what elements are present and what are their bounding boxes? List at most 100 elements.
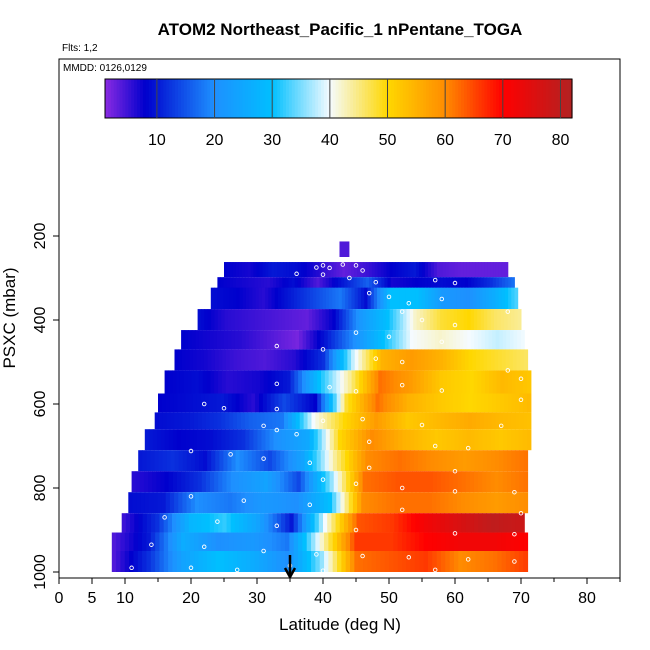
heatmap-cell <box>398 262 402 278</box>
heatmap-cell <box>482 429 488 451</box>
heatmap-cell <box>211 551 217 572</box>
heatmap-cell <box>410 393 415 413</box>
heatmap-cell <box>389 551 394 572</box>
heatmap-cell <box>244 349 249 371</box>
heatmap-cell <box>482 450 488 472</box>
heatmap-cell <box>315 532 321 551</box>
heatmap-cell <box>492 532 498 551</box>
heatmap-cell <box>385 450 391 472</box>
heatmap-cell <box>124 551 130 572</box>
heatmap-cell <box>291 277 296 297</box>
heatmap-cell <box>411 513 416 533</box>
heatmap-cell <box>493 262 497 278</box>
heatmap-cell <box>189 412 195 430</box>
heatmap-cell <box>190 450 196 472</box>
heatmap-cell <box>243 513 249 533</box>
heatmap-cell <box>430 309 434 331</box>
heatmap-cell <box>287 287 292 310</box>
heatmap-cell <box>449 330 454 350</box>
colorbar-swatch <box>180 79 185 118</box>
colorbar-swatch <box>440 79 445 118</box>
heatmap-cell <box>227 309 232 331</box>
heatmap-cell <box>507 412 512 430</box>
heatmap-cell <box>325 309 330 331</box>
heatmap-cell <box>479 349 484 371</box>
heatmap-cell <box>460 412 465 430</box>
heatmap-cell <box>389 532 394 551</box>
heatmap-cell <box>478 450 484 472</box>
heatmap-cell <box>341 450 346 472</box>
heatmap-cell <box>367 393 373 413</box>
heatmap-cell <box>438 330 443 350</box>
heatmap-cell <box>377 492 383 514</box>
heatmap-cell <box>176 513 181 533</box>
heatmap-cell <box>483 349 488 371</box>
heatmap-cell <box>376 349 381 371</box>
heatmap-cell <box>219 492 225 514</box>
heatmap-cell <box>340 492 346 514</box>
heatmap-cell <box>168 532 173 551</box>
heatmap-cell <box>200 309 205 331</box>
heatmap-cell <box>348 262 352 278</box>
heatmap-cell <box>468 393 474 413</box>
colorbar-swatch <box>504 79 509 118</box>
heatmap-cell <box>410 429 415 451</box>
sample-point <box>129 565 134 571</box>
heatmap-cell <box>460 309 465 331</box>
y-tick-label: 200 <box>32 223 49 250</box>
heatmap-cell <box>164 370 169 394</box>
heatmap-cell <box>422 429 427 451</box>
heatmap-cell <box>390 492 395 514</box>
heatmap-cell <box>299 330 304 350</box>
heatmap-cell <box>276 450 281 472</box>
heatmap-cell <box>404 370 410 394</box>
heatmap-cell <box>268 309 273 331</box>
heatmap-cell <box>289 429 295 451</box>
heatmap-cell <box>359 393 365 413</box>
heatmap-cell <box>399 277 404 297</box>
colorbar-swatch <box>391 79 395 118</box>
heatmap-cell <box>309 429 315 451</box>
heatmap-cell <box>518 429 524 451</box>
heatmap-cell <box>278 393 283 413</box>
heatmap-cell <box>386 429 391 451</box>
heatmap-cell <box>438 450 443 472</box>
heatmap-cell <box>241 309 246 331</box>
heatmap-cell <box>391 393 396 413</box>
heatmap-cell <box>132 492 138 514</box>
heatmap-cell <box>194 492 200 514</box>
colorbar-swatch <box>452 79 456 118</box>
heatmap-cell <box>423 309 428 331</box>
heatmap-cell <box>209 429 214 451</box>
colorbar-swatch <box>472 79 477 118</box>
heatmap-cell <box>196 393 202 413</box>
heatmap-cell <box>380 287 384 310</box>
heatmap-cell <box>227 450 232 472</box>
heatmap-cell <box>302 492 308 514</box>
heatmap-cell <box>222 513 228 533</box>
heatmap-cell <box>381 450 387 472</box>
sample-point <box>452 531 458 536</box>
heatmap-cell <box>508 370 513 394</box>
colorbar-swatch <box>370 79 375 118</box>
heatmap-cell <box>191 330 196 350</box>
heatmap-cell <box>210 287 215 310</box>
sample-point <box>149 542 154 547</box>
heatmap-cell <box>369 450 374 472</box>
heatmap-cell <box>354 349 359 371</box>
heatmap-cell <box>451 262 456 278</box>
heatmap-cell <box>469 471 475 493</box>
heatmap-cell <box>325 429 331 451</box>
heatmap-cell <box>165 492 171 514</box>
heatmap-cell <box>272 450 277 472</box>
heatmap-cell <box>221 309 226 331</box>
colorbar-swatch <box>268 79 272 118</box>
heatmap-cell <box>278 492 283 514</box>
heatmap-cell <box>499 393 505 413</box>
heatmap-cell <box>184 330 189 350</box>
heatmap-cell <box>336 450 342 472</box>
heatmap-cell <box>501 532 507 551</box>
heatmap-cell <box>259 262 263 278</box>
heatmap-cell <box>458 551 464 572</box>
heatmap-cell <box>162 412 167 430</box>
